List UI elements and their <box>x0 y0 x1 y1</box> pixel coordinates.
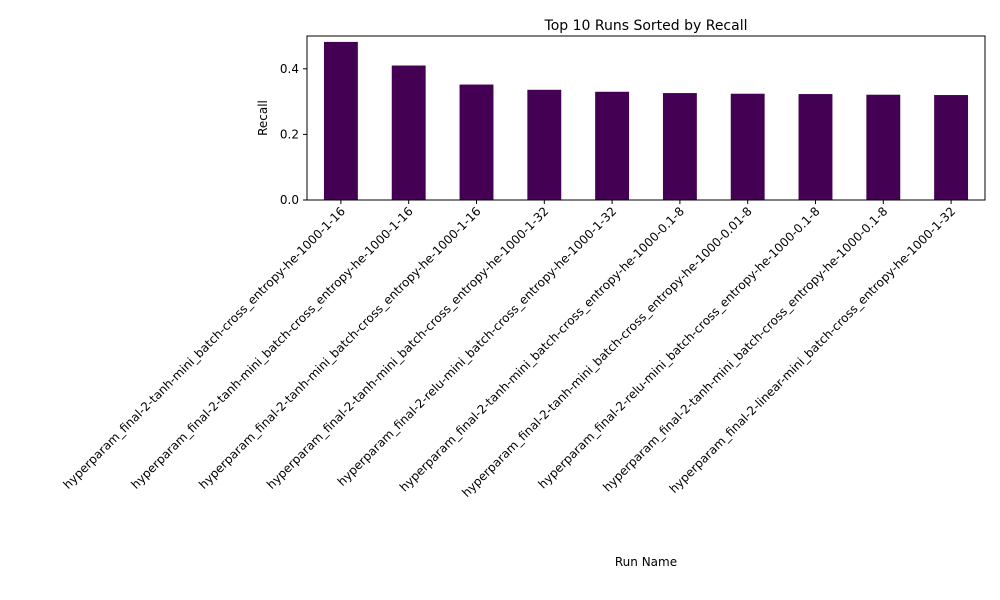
y-axis: 0.0 0.2 0.4 <box>280 62 307 207</box>
bar <box>595 91 630 200</box>
bar <box>798 94 833 200</box>
chart-title: Top 10 Runs Sorted by Recall <box>544 18 748 34</box>
bar <box>866 94 901 200</box>
bar <box>323 41 358 201</box>
plot-area-frame <box>306 35 986 201</box>
bar <box>391 65 426 201</box>
y-tick-label: 0.2 <box>280 127 299 141</box>
bar <box>662 93 697 200</box>
bar <box>459 84 494 200</box>
bar <box>527 89 562 200</box>
bars-group <box>323 41 969 201</box>
y-tick-label: 0.4 <box>280 62 299 76</box>
x-axis-label: Run Name <box>615 555 677 569</box>
bar <box>730 93 765 200</box>
y-axis-label: Recall <box>256 100 270 136</box>
y-tick-label: 0.0 <box>280 193 299 207</box>
bar <box>934 95 969 200</box>
